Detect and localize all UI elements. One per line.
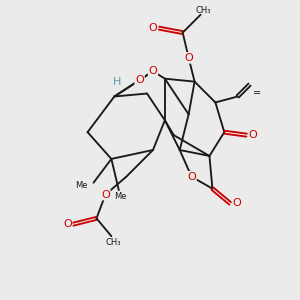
Text: CH₃: CH₃ [106,238,122,247]
Text: O: O [148,22,157,32]
Text: Me: Me [114,192,127,201]
Text: O: O [187,172,196,182]
Text: O: O [232,199,241,208]
Text: O: O [135,75,144,85]
Text: H: H [113,76,122,87]
Text: =: = [253,88,261,98]
Text: O: O [249,130,257,140]
Text: O: O [184,53,193,63]
Text: O: O [148,66,157,76]
Text: CH₃: CH₃ [195,6,211,15]
Text: O: O [63,219,72,229]
Text: Me: Me [75,181,87,190]
Text: O: O [101,190,110,200]
